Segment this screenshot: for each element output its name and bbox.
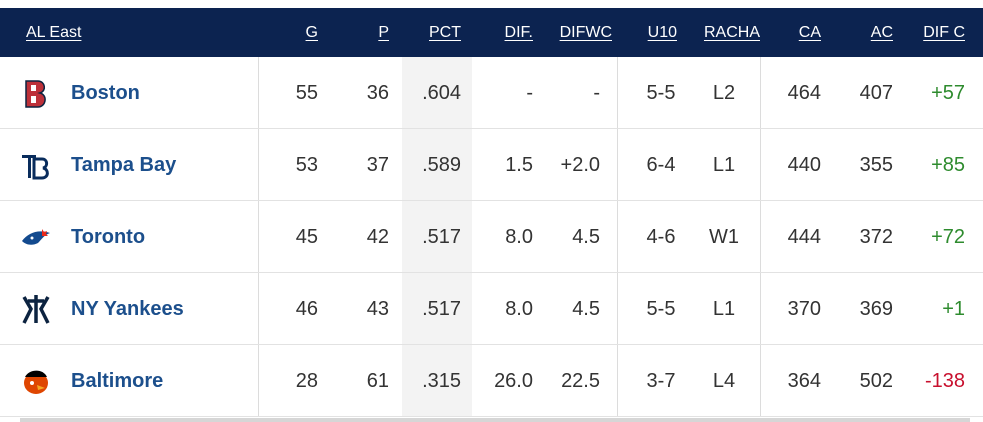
stat-value: .517 xyxy=(422,298,461,320)
stat-value: L2 xyxy=(712,82,736,104)
stat-value: -138 xyxy=(924,370,965,392)
stat-value: 42 xyxy=(366,226,389,248)
stat-value: 5-5 xyxy=(646,298,676,320)
team-row[interactable] xyxy=(0,129,983,201)
stat-value: 440 xyxy=(787,154,821,176)
stat-value: 36 xyxy=(366,82,389,104)
stat-value: 28 xyxy=(295,370,318,392)
team-name[interactable]: Baltimore xyxy=(71,370,164,392)
divider xyxy=(617,57,618,417)
stat-value: - xyxy=(593,82,600,104)
column-header[interactable]: DIF C xyxy=(923,24,965,41)
team-row[interactable] xyxy=(0,57,983,129)
stat-value: 370 xyxy=(787,298,821,320)
pct-column-shade xyxy=(402,57,472,417)
stat-value: .589 xyxy=(422,154,461,176)
stat-value: 22.5 xyxy=(561,370,600,392)
stat-value: 55 xyxy=(295,82,318,104)
column-header[interactable]: PCT xyxy=(429,24,461,41)
stat-value: W1 xyxy=(709,226,739,248)
team-logo xyxy=(22,295,50,324)
stat-value: +1 xyxy=(942,298,965,320)
division-title: AL East xyxy=(26,24,82,41)
stat-value: 61 xyxy=(366,370,389,392)
stat-value: 5-5 xyxy=(646,82,676,104)
stat-value: .315 xyxy=(422,370,461,392)
stat-value: 364 xyxy=(787,370,821,392)
team-row[interactable] xyxy=(0,273,983,345)
stat-value: .517 xyxy=(422,226,461,248)
team-name[interactable]: Boston xyxy=(71,82,140,104)
column-header[interactable]: G xyxy=(305,24,318,41)
column-header[interactable]: U10 xyxy=(647,24,677,41)
stat-value: 43 xyxy=(366,298,389,320)
stat-value: 369 xyxy=(859,298,893,320)
stat-value: +85 xyxy=(931,154,965,176)
team-row[interactable] xyxy=(0,345,983,417)
stat-value: +72 xyxy=(931,226,965,248)
stat-value: 407 xyxy=(859,82,893,104)
column-header[interactable]: DIF. xyxy=(504,24,533,41)
stat-value: 53 xyxy=(295,154,318,176)
divider xyxy=(258,57,259,417)
team-logo xyxy=(22,155,49,180)
stat-value: 355 xyxy=(859,154,893,176)
stat-value: 4.5 xyxy=(572,226,600,248)
stat-value: +57 xyxy=(931,82,965,104)
stat-value: 444 xyxy=(787,226,821,248)
stat-value: - xyxy=(526,82,533,104)
column-header[interactable]: DIFWC xyxy=(559,24,612,41)
divider xyxy=(760,57,761,417)
team-logo xyxy=(22,229,50,245)
stat-value: 4-6 xyxy=(646,226,676,248)
stat-value: L1 xyxy=(712,154,736,176)
team-row[interactable] xyxy=(0,201,983,273)
table-header xyxy=(0,8,983,57)
stat-value: L4 xyxy=(712,370,736,392)
stat-value: 3-7 xyxy=(646,370,676,392)
stat-value: 464 xyxy=(787,82,821,104)
stat-value: 372 xyxy=(859,226,893,248)
team-name[interactable]: Tampa Bay xyxy=(71,154,177,176)
stat-value: 8.0 xyxy=(505,298,533,320)
stat-value: 45 xyxy=(295,226,318,248)
stat-value: 37 xyxy=(366,154,389,176)
column-header[interactable]: AC xyxy=(870,24,893,41)
stat-value: .604 xyxy=(422,82,461,104)
team-logo: ​ xyxy=(25,80,46,108)
stat-value: +2.0 xyxy=(560,154,600,176)
team-name[interactable]: Toronto xyxy=(71,226,146,248)
scrollbar[interactable] xyxy=(20,418,970,422)
column-header[interactable]: P xyxy=(378,24,389,41)
stat-value: 1.5 xyxy=(505,154,533,176)
stat-value: 4.5 xyxy=(572,298,600,320)
team-name[interactable]: NY Yankees xyxy=(71,298,184,320)
stat-value: 8.0 xyxy=(505,226,533,248)
stat-value: 26.0 xyxy=(494,370,533,392)
column-header[interactable]: CA xyxy=(798,24,821,41)
stat-value: 6-4 xyxy=(646,154,676,176)
column-header[interactable]: RACHA xyxy=(703,24,760,41)
stat-value: 46 xyxy=(295,298,318,320)
stat-value: L1 xyxy=(712,298,736,320)
stat-value: 502 xyxy=(859,370,893,392)
team-logo xyxy=(24,370,48,394)
